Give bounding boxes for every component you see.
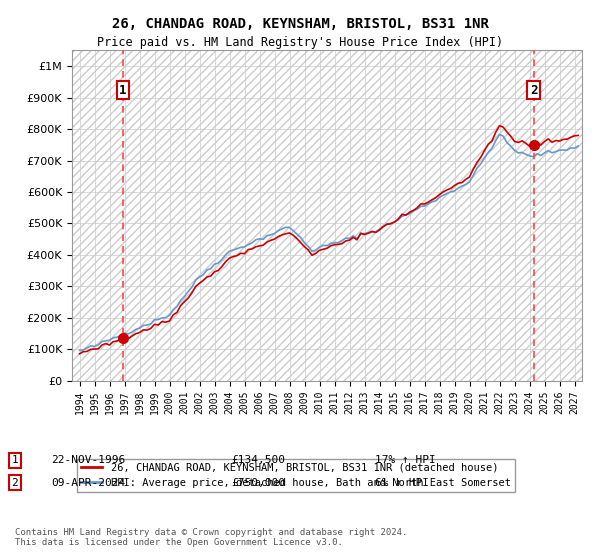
- Text: 6% ↑ HPI: 6% ↑ HPI: [375, 478, 429, 488]
- Polygon shape: [72, 50, 582, 381]
- Legend: 26, CHANDAG ROAD, KEYNSHAM, BRISTOL, BS31 1NR (detached house), HPI: Average pri: 26, CHANDAG ROAD, KEYNSHAM, BRISTOL, BS3…: [77, 459, 515, 492]
- Text: 22-NOV-1996: 22-NOV-1996: [51, 455, 125, 465]
- Text: 26, CHANDAG ROAD, KEYNSHAM, BRISTOL, BS31 1NR: 26, CHANDAG ROAD, KEYNSHAM, BRISTOL, BS3…: [112, 17, 488, 31]
- Text: 2: 2: [11, 478, 19, 488]
- Text: 1: 1: [119, 83, 127, 96]
- Text: 17% ↑ HPI: 17% ↑ HPI: [375, 455, 436, 465]
- Text: £750,000: £750,000: [231, 478, 285, 488]
- Text: 09-APR-2024: 09-APR-2024: [51, 478, 125, 488]
- Text: £134,500: £134,500: [231, 455, 285, 465]
- Text: Contains HM Land Registry data © Crown copyright and database right 2024.
This d: Contains HM Land Registry data © Crown c…: [15, 528, 407, 547]
- Text: Price paid vs. HM Land Registry's House Price Index (HPI): Price paid vs. HM Land Registry's House …: [97, 36, 503, 49]
- Text: 2: 2: [530, 83, 537, 96]
- Text: 1: 1: [11, 455, 19, 465]
